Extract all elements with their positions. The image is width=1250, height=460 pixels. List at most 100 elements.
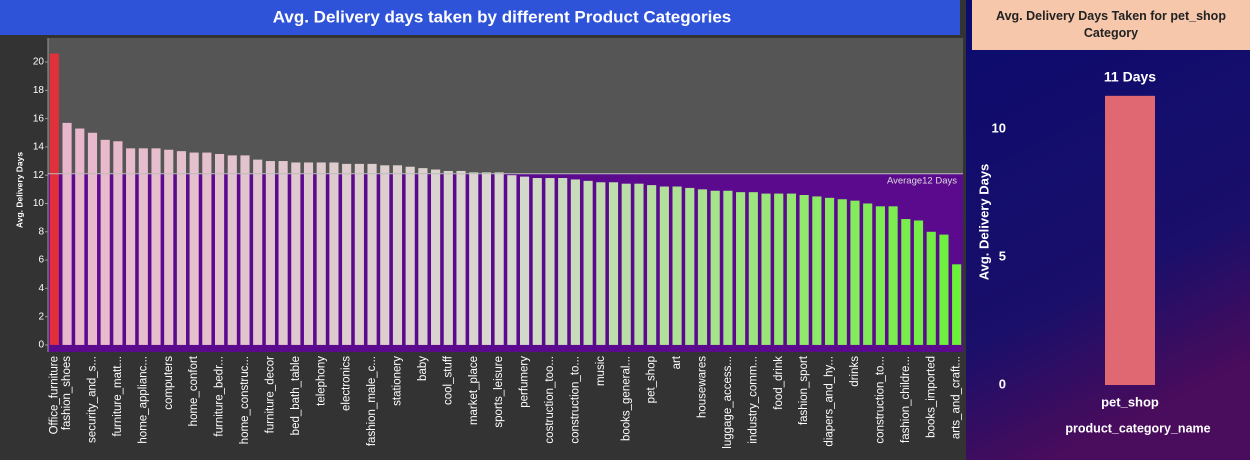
x-tick-label: costruction_too... (544, 356, 556, 444)
plot-area-below (48, 173, 963, 352)
bar (786, 193, 797, 345)
x-tick-label: fashion_male_c... (366, 356, 378, 446)
bar (710, 190, 720, 345)
bar (748, 192, 758, 345)
x-tick-label: furniture_bedr... (214, 356, 226, 437)
bar (901, 219, 911, 345)
x-tick-label: books_imported (925, 356, 937, 438)
bar (863, 203, 873, 345)
x-tick-label: home_construc... (239, 356, 251, 444)
bar (202, 152, 212, 345)
x-tick-label: electronics (341, 356, 353, 411)
bar (392, 165, 403, 345)
bar (926, 231, 936, 345)
x-tick-label: baby (417, 356, 429, 381)
bar (659, 186, 669, 345)
x-tick-label: bed_bath_table (290, 356, 302, 435)
y-tick-label: 0 (999, 376, 1006, 391)
bar (812, 196, 822, 345)
bar (608, 182, 619, 345)
bar (723, 190, 733, 345)
bar (685, 187, 695, 345)
x-tick-label: cool_stuff (442, 355, 454, 405)
bar (443, 170, 453, 345)
bar (62, 122, 72, 345)
bar (507, 175, 517, 345)
bar (87, 132, 98, 345)
x-tick-label: stationery (392, 356, 404, 406)
bar (126, 148, 136, 345)
bar (761, 193, 771, 345)
x-tick-label: computers (163, 356, 175, 410)
bar (697, 189, 708, 345)
x-tick-label: furniture_matt... (112, 356, 124, 437)
x-tick-label: fashion_sport (798, 355, 810, 425)
y-tick-label: 14 (33, 142, 45, 153)
bar (596, 182, 606, 345)
x-tick-label: arts_and_craft... (951, 356, 963, 439)
x-tick-label: industry_comm... (747, 356, 759, 444)
bar (49, 53, 59, 345)
bar (888, 206, 898, 345)
x-tick-label: telephony (315, 356, 327, 406)
bar (532, 178, 542, 345)
bar (278, 161, 288, 345)
bar (138, 148, 148, 345)
bar (100, 139, 110, 345)
x-tick-label: art (671, 355, 683, 369)
bar (939, 234, 949, 345)
x-tick-label: construction_to... (874, 356, 886, 444)
bar (253, 159, 263, 345)
title-bar (0, 0, 960, 35)
x-tick-label: security_and_s... (87, 356, 99, 443)
y-tick-label: 6 (38, 255, 44, 266)
y-axis-label: Avg. Delivery Days (976, 164, 991, 281)
x-tick-label: sports_leisure (493, 356, 505, 428)
x-tick-label: construction_to... (569, 356, 581, 444)
bar (75, 128, 85, 345)
x-tick-label: Office_furniture (48, 356, 60, 434)
bar (545, 178, 555, 345)
bar (265, 161, 275, 345)
bar (621, 183, 631, 345)
x-tick-label: music (595, 356, 607, 386)
x-tick-label: books_general... (620, 356, 632, 441)
x-axis-label: product_category_name (1065, 421, 1210, 435)
bar (176, 151, 187, 345)
x-tick-label: market_place (468, 356, 480, 425)
bar (303, 162, 314, 345)
bar (583, 180, 593, 345)
bar (952, 264, 962, 345)
x-tick-label: pet_shop (1101, 394, 1159, 409)
y-tick-label: 4 (38, 283, 44, 294)
y-tick-label: 0 (38, 340, 44, 351)
chart-title: Avg. Delivery days taken by different Pr… (273, 7, 732, 26)
bar (151, 148, 161, 345)
value-label: 11 Days (1104, 69, 1156, 85)
bar (316, 162, 326, 345)
bar (227, 155, 237, 345)
bar (634, 183, 644, 345)
bar (214, 153, 225, 345)
bar (405, 166, 415, 345)
x-tick-label: pet_shop (646, 356, 658, 403)
y-tick-label: 10 (33, 198, 45, 209)
y-tick-label: 20 (33, 57, 45, 68)
bar (291, 162, 301, 345)
y-tick-label: 2 (38, 311, 44, 322)
x-tick-label: home_applianc... (137, 356, 149, 444)
bar (354, 163, 364, 345)
y-tick-label: 10 (992, 121, 1006, 136)
bar (875, 206, 885, 345)
bar (189, 152, 199, 345)
reference-label: Average12 Days (887, 175, 957, 186)
bar (913, 220, 924, 345)
bar (736, 192, 746, 345)
bar (850, 200, 860, 345)
x-tick-label: drinks (849, 356, 861, 387)
bar (824, 197, 835, 345)
bar (329, 162, 339, 345)
